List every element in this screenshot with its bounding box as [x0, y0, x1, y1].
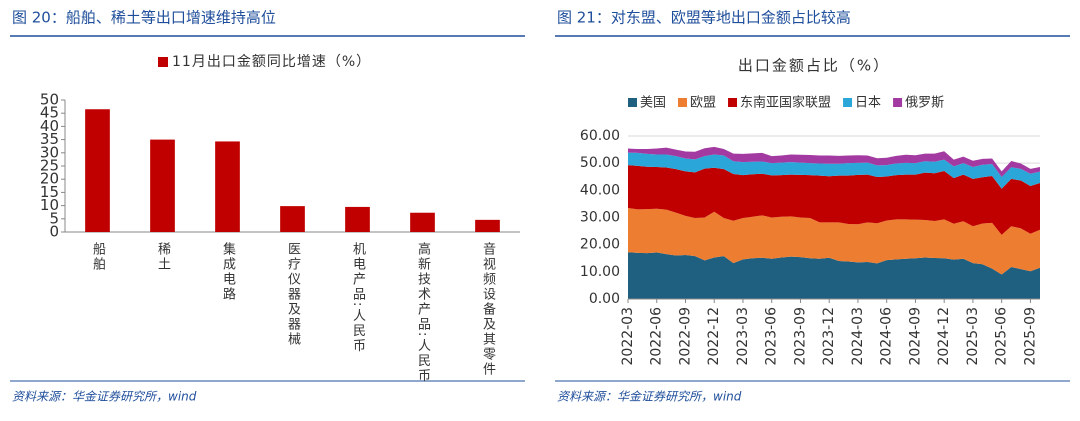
legend-label: 欧盟 [690, 96, 716, 111]
figure-caption: 图 20：船舶、稀土等出口增速维持高位 [12, 9, 276, 27]
area [628, 207, 1040, 275]
area [628, 152, 1040, 189]
x-tick-label: 2022-09 [677, 307, 693, 366]
area [628, 252, 1040, 299]
chart-title: 出口金额占比（%） [738, 57, 890, 75]
x-tick-label: 集成电路 [220, 241, 236, 302]
bar [280, 206, 305, 232]
legend-swatch [728, 98, 738, 107]
y-tick-label: 30 [40, 143, 59, 161]
x-tick-label: 高新技术产品:人民币 [415, 241, 431, 383]
y-tick-label: 25 [40, 157, 59, 175]
legend-swatch [843, 98, 853, 107]
x-tick-label: 2025-03 [965, 307, 981, 366]
y-tick-label: 20 [40, 170, 59, 188]
bar [85, 109, 110, 232]
x-tick-label: 2025-09 [1022, 307, 1038, 366]
bar [475, 219, 500, 232]
bar [150, 139, 175, 232]
bar [215, 141, 240, 232]
figure-caption: 图 21：对东盟、欧盟等地出口金额占比较高 [557, 9, 851, 27]
x-tick-label: 2025-06 [994, 307, 1010, 366]
y-tick-label: 60.00 [580, 128, 620, 144]
legend-swatch [678, 98, 688, 107]
y-tick-label: 20.00 [580, 237, 620, 253]
bar [410, 212, 435, 232]
area [628, 165, 1040, 235]
y-tick-label: 10 [40, 196, 59, 214]
x-tick-label: 医疗仪器及器械 [285, 242, 301, 347]
y-tick-label: 10.00 [580, 264, 620, 280]
legend-swatch [158, 57, 168, 67]
legend-label: 美国 [640, 96, 666, 111]
x-tick-label: 2024-09 [907, 307, 923, 366]
y-tick-label: 45 [40, 104, 59, 122]
x-tick-label: 2024-12 [936, 307, 952, 366]
x-tick-label: 2023-06 [764, 307, 780, 366]
area [628, 146, 1040, 178]
x-tick-label: 船舶 [90, 242, 106, 272]
y-tick-label: 40.00 [580, 182, 620, 198]
y-tick-label: 5 [49, 209, 59, 227]
source-note: 资料来源：华金证券研究所，wind [12, 390, 197, 404]
x-tick-label: 2023-09 [792, 307, 808, 366]
source-note: 资料来源：华金证券研究所，wind [557, 390, 742, 404]
x-tick-label: 稀土 [155, 242, 171, 272]
y-tick-label: 40 [40, 117, 59, 135]
legend-label: 日本 [855, 96, 881, 111]
x-tick-label: 2024-06 [879, 307, 895, 366]
x-tick-label: 2022-12 [706, 307, 722, 366]
y-tick-label: 15 [40, 183, 59, 201]
y-tick-label: 50.00 [580, 155, 620, 171]
x-tick-label: 音视频设备及其零件 [480, 241, 496, 377]
bar [345, 206, 370, 232]
y-tick-label: 0.00 [589, 291, 620, 307]
y-tick-label: 35 [40, 130, 59, 148]
legend-swatch [893, 98, 903, 107]
x-tick-label: 机电产品:人民币 [350, 242, 366, 353]
legend-label: 俄罗斯 [905, 96, 944, 111]
x-tick-label: 2023-03 [735, 307, 751, 366]
x-tick-label: 2023-12 [821, 307, 837, 366]
y-tick-label: 30.00 [580, 210, 620, 226]
legend-label: 东南亚国家联盟 [740, 95, 831, 111]
x-tick-label: 2022-06 [649, 307, 665, 366]
legend-swatch [628, 98, 637, 107]
legend-label: 11月出口金额同比增速（%） [172, 54, 371, 70]
x-tick-label: 2024-03 [850, 307, 866, 366]
y-tick-label: 50 [40, 91, 59, 109]
y-tick-label: 0 [49, 223, 59, 241]
x-tick-label: 2022-03 [620, 307, 636, 366]
